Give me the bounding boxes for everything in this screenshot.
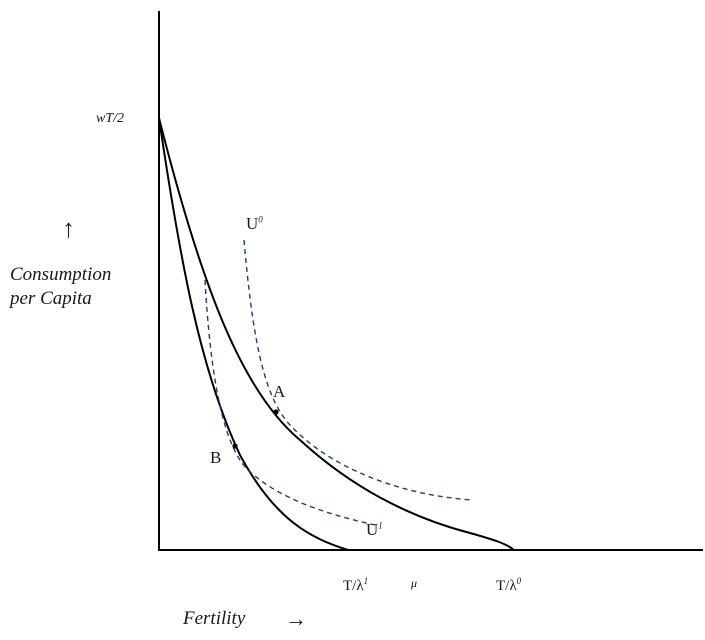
tick-t-lambda0: T/λ0 xyxy=(496,576,521,595)
budget-curve-lambda1 xyxy=(158,117,349,551)
y-axis-title: Consumption per Capita xyxy=(10,263,111,311)
tick-t-lambda1: T/λ1 xyxy=(343,576,368,595)
u0-label-base: U xyxy=(246,214,259,233)
tick-t-lambda1-base: T/λ xyxy=(343,578,364,594)
point-b-label: B xyxy=(210,448,222,467)
y-intercept-label: wT/2 xyxy=(96,111,125,126)
right-arrow-icon: → xyxy=(285,606,307,631)
tick-t-lambda0-base: T/λ xyxy=(496,578,517,594)
up-arrow-icon: ↑ xyxy=(62,214,75,243)
y-axis-title-line2: per Capita xyxy=(10,288,92,309)
tick-t-lambda0-sup: 0 xyxy=(516,576,522,586)
u1-label-base: U xyxy=(366,520,379,539)
u0-label-sup: 0 xyxy=(258,214,263,225)
point-b-marker xyxy=(232,443,238,449)
tick-t-lambda1-sup: 1 xyxy=(363,576,369,586)
indifference-curve-u1 xyxy=(204,279,376,526)
point-a-marker xyxy=(273,409,279,415)
x-axis-title: Fertility xyxy=(183,608,246,629)
indifference-curve-u0 xyxy=(243,239,473,501)
u0-label: U0 xyxy=(246,214,263,234)
u1-label: U1 xyxy=(366,520,383,540)
y-axis-title-line1: Consumption xyxy=(10,264,112,285)
point-a-label: A xyxy=(273,382,286,401)
u1-label-sup: 1 xyxy=(378,520,383,531)
budget-curve-lambda0 xyxy=(158,117,515,551)
tick-mu: μ xyxy=(411,576,418,590)
